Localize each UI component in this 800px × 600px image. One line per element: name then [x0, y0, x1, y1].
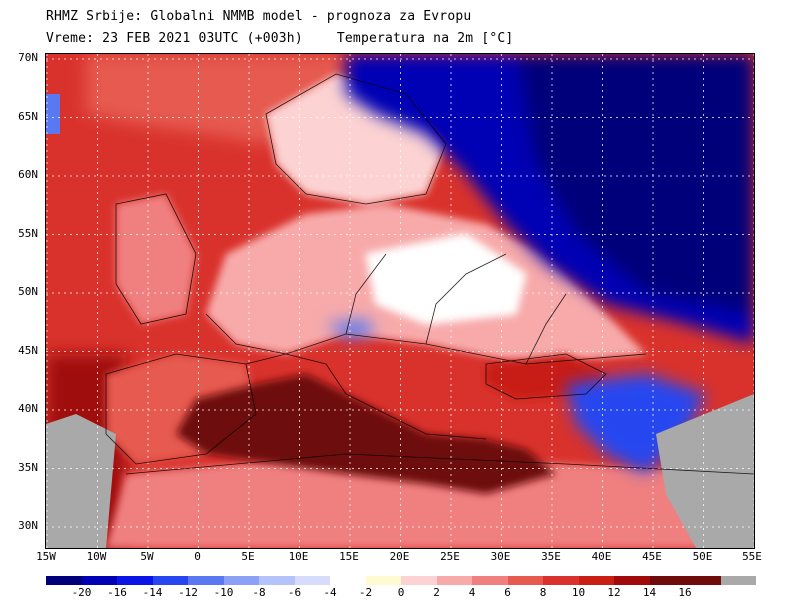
- longitude-label: 45E: [642, 550, 662, 563]
- legend-label: -4: [323, 586, 337, 599]
- forecast-time: Vreme: 23 FEB 2021 03UTC (+003h): [46, 31, 303, 46]
- longitude-label: 10E: [288, 550, 309, 563]
- mediterranean-sea: [176, 374, 556, 494]
- legend-swatch: [507, 576, 543, 585]
- longitude-label: 25E: [440, 550, 460, 563]
- longitude-label: 55E: [742, 550, 762, 563]
- legend-label: -10: [213, 586, 234, 599]
- latitude-label: 70N: [18, 51, 38, 64]
- legend-swatch: [152, 576, 188, 585]
- map-subtitle: Vreme: 23 FEB 2021 03UTC (+003h) Temperat…: [46, 31, 513, 46]
- legend-swatch: [294, 576, 330, 585]
- legend-swatch: [81, 576, 117, 585]
- legend-label: -8: [252, 586, 266, 599]
- longitude-label: 5E: [241, 550, 255, 563]
- longitude-label: 15E: [339, 550, 359, 563]
- legend-label: 16: [678, 586, 692, 599]
- variable-name: Temperatura na 2m [°C]: [336, 31, 514, 46]
- legend-swatch: [614, 576, 650, 585]
- legend-swatch: [223, 576, 259, 585]
- legend-label: 4: [468, 586, 476, 599]
- legend-swatch: [330, 576, 366, 585]
- legend-swatch: [578, 576, 614, 585]
- longitude-label: 40E: [591, 550, 612, 563]
- map-title: RHMZ Srbije: Globalni NMMB model - progn…: [46, 9, 472, 24]
- legend-swatch: [46, 576, 82, 585]
- map-canvas: [46, 54, 754, 548]
- legend-swatch: [720, 576, 756, 585]
- legend-label: -20: [71, 586, 92, 599]
- deep-cold-core: [516, 54, 754, 314]
- longitude-label: 35E: [541, 550, 561, 563]
- latitude-label: 60N: [18, 168, 38, 181]
- alps-cold: [326, 319, 376, 339]
- graticule: [46, 54, 754, 548]
- latitude-label: 45N: [18, 343, 38, 357]
- longitude-label: 5W: [140, 550, 154, 563]
- greenland-edge: [46, 94, 60, 134]
- legend-swatch: [543, 576, 579, 585]
- legend-label: -14: [142, 586, 163, 599]
- color-legend: [46, 576, 756, 585]
- latitude-label: 55N: [18, 226, 38, 240]
- legend-swatch: [472, 576, 508, 585]
- latitude-label: 65N: [18, 109, 38, 123]
- legend-label: -6: [287, 586, 302, 599]
- legend-swatch: [365, 576, 401, 585]
- latitude-label: 35N: [18, 460, 38, 474]
- legend-label: 0: [397, 586, 405, 599]
- temperature-map: [45, 53, 755, 549]
- longitude-label: 20E: [389, 550, 410, 563]
- legend-swatch: [401, 576, 437, 585]
- longitude-label: 10W: [86, 550, 107, 563]
- british-isles: [116, 194, 196, 324]
- legend-label: 10: [571, 586, 586, 599]
- mask-west: [46, 414, 116, 548]
- legend-label: -12: [178, 586, 198, 599]
- legend-label: -2: [358, 586, 373, 599]
- longitude-label: 15W: [36, 550, 56, 563]
- legend-swatch: [117, 576, 153, 585]
- north-africa-land: [106, 454, 754, 548]
- legend-label: 2: [433, 586, 440, 599]
- latitude-label: 30N: [18, 519, 38, 532]
- legend-swatch: [436, 576, 472, 585]
- legend-label: -16: [107, 586, 127, 599]
- legend-label: 14: [642, 586, 657, 599]
- longitude-label: 0: [194, 550, 201, 563]
- country-borders: [105, 73, 754, 475]
- longitude-label: 30E: [490, 550, 511, 563]
- latitude-label: 50N: [18, 285, 38, 298]
- legend-label: 12: [607, 586, 621, 599]
- poland-cool-zone: [366, 234, 526, 324]
- legend-swatch: [685, 576, 721, 585]
- legend-label: 6: [504, 586, 511, 599]
- legend-swatch: [649, 576, 685, 585]
- legend-label: 8: [539, 586, 547, 599]
- legend-swatch: [188, 576, 224, 585]
- latitude-label: 40N: [18, 402, 38, 415]
- legend-swatch: [259, 576, 295, 585]
- longitude-label: 50E: [692, 550, 713, 563]
